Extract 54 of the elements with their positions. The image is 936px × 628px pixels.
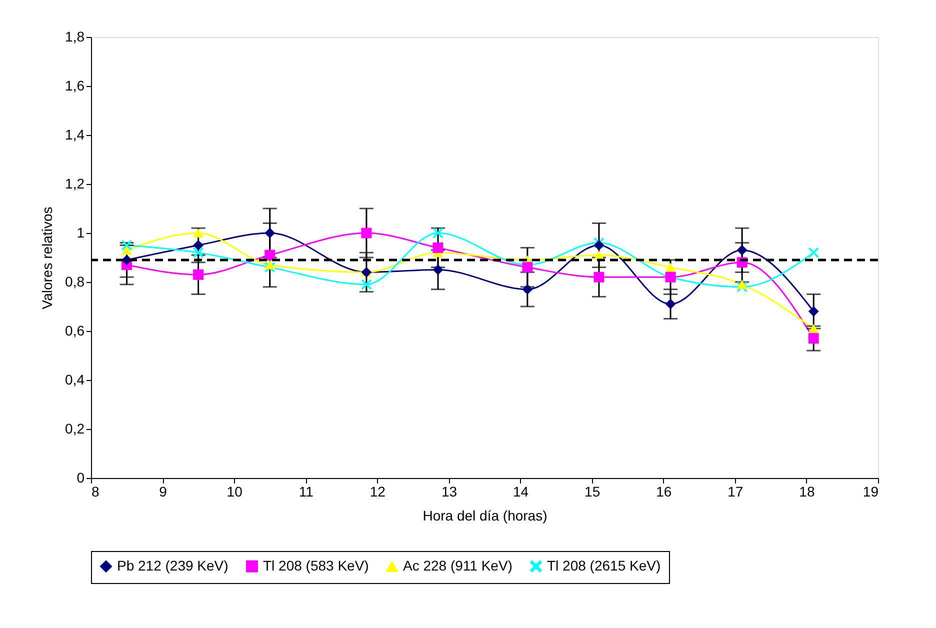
y-tick-label: 1,2	[65, 176, 85, 192]
x-tick-label: 18	[799, 484, 815, 500]
point	[264, 228, 276, 238]
point	[264, 250, 276, 260]
point	[522, 284, 533, 295]
point	[736, 244, 748, 256]
y-tick-label: 1,4	[65, 126, 85, 142]
y-tick-label: 0	[76, 470, 85, 486]
legend-label: Tl 208 (583 KeV)	[263, 557, 369, 574]
point	[808, 324, 819, 334]
point	[122, 240, 132, 250]
y-tick-label: 1	[76, 224, 85, 240]
point	[522, 262, 533, 273]
y-tick-label: 1,8	[65, 28, 85, 44]
legend-label: Pb 212 (239 KeV)	[117, 557, 228, 574]
point	[193, 240, 204, 250]
point	[432, 242, 444, 253]
point	[808, 306, 819, 317]
x-tick-label: 14	[512, 484, 529, 500]
x-tick-label: 11	[298, 484, 314, 500]
x-tick-label: 9	[159, 484, 168, 500]
x-tick-label: 16	[656, 484, 672, 500]
point	[432, 264, 444, 275]
x-axis-title: Hora del día (horas)	[422, 508, 548, 524]
x-tick-label: 17	[728, 484, 744, 500]
point	[594, 240, 604, 250]
point	[665, 298, 676, 310]
y-tick-label: 0,8	[65, 274, 85, 290]
point	[808, 333, 819, 344]
y-tick-label: 0,2	[65, 420, 85, 436]
point	[361, 279, 372, 290]
x-tick-label: 15	[584, 484, 600, 500]
point	[808, 247, 819, 258]
point	[193, 228, 204, 238]
x-tick-label: 12	[370, 484, 386, 500]
point	[665, 262, 676, 272]
point	[122, 246, 132, 255]
x-tick-label: 19	[862, 484, 879, 500]
point	[264, 260, 276, 270]
x-tick-label: 13	[441, 484, 458, 500]
point	[361, 228, 372, 238]
y-tick-label: 0,4	[65, 372, 85, 388]
x-tick-label: 8	[92, 484, 100, 500]
point	[432, 228, 444, 238]
legend-label: Ac 228 (911 KeV)	[403, 558, 512, 574]
point	[193, 269, 204, 280]
point	[736, 280, 748, 289]
y-tick-label: 1,6	[65, 78, 85, 94]
y-tick-label: 0,6	[65, 322, 85, 338]
x-tick-label: 10	[226, 484, 243, 500]
y-axis-title: Valores relativos	[39, 206, 56, 310]
legend-label: Tl 208 (2615 KeV)	[547, 557, 661, 574]
point	[193, 247, 204, 258]
point	[594, 272, 604, 282]
